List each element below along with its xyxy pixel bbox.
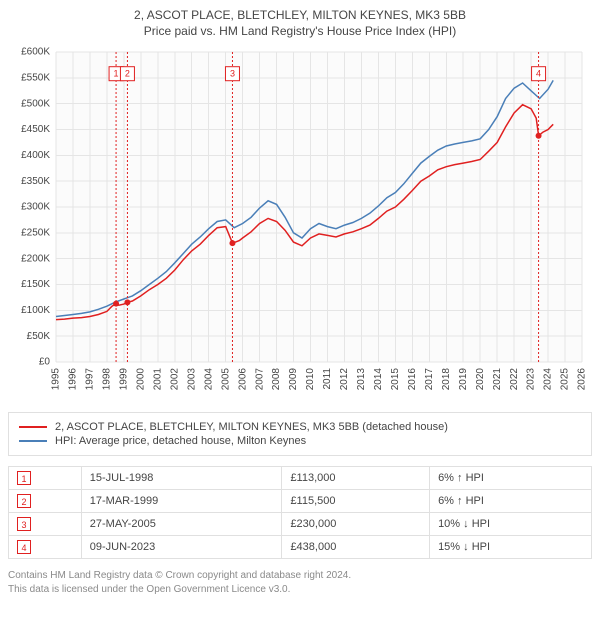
table-row: 3 27-MAY-2005£230,00010% ↓ HPI bbox=[9, 513, 592, 536]
txn-badge: 3 bbox=[17, 517, 31, 531]
y-tick-label: £300K bbox=[21, 202, 50, 213]
attribution-footer: Contains HM Land Registry data © Crown c… bbox=[8, 569, 592, 597]
legend-label: 2, ASCOT PLACE, BLETCHLEY, MILTON KEYNES… bbox=[55, 421, 448, 433]
x-tick-label: 2016 bbox=[407, 368, 418, 391]
x-tick-label: 2002 bbox=[169, 368, 180, 391]
sale-marker-dot bbox=[229, 240, 235, 246]
txn-date-cell: 27-MAY-2005 bbox=[81, 513, 282, 536]
x-tick-label: 2000 bbox=[135, 368, 146, 391]
x-tick-label: 1997 bbox=[85, 368, 96, 391]
footer-line-2: This data is licensed under the Open Gov… bbox=[8, 583, 592, 597]
y-tick-label: £450K bbox=[21, 124, 50, 135]
txn-date-cell: 15-JUL-1998 bbox=[81, 467, 282, 490]
sale-marker-number: 4 bbox=[536, 69, 541, 79]
x-tick-label: 1996 bbox=[68, 368, 79, 391]
txn-date-cell: 17-MAR-1999 bbox=[81, 490, 282, 513]
txn-date-cell: 09-JUN-2023 bbox=[81, 536, 282, 559]
sale-marker-dot bbox=[536, 133, 542, 139]
x-tick-label: 2018 bbox=[441, 368, 452, 391]
x-tick-label: 2009 bbox=[288, 368, 299, 391]
txn-index-cell: 3 bbox=[9, 513, 82, 536]
table-row: 1 15-JUL-1998£113,0006% ↑ HPI bbox=[9, 467, 592, 490]
x-tick-label: 1998 bbox=[102, 368, 113, 391]
txn-badge: 2 bbox=[17, 494, 31, 508]
x-tick-label: 1999 bbox=[119, 368, 130, 391]
sale-marker-number: 2 bbox=[125, 69, 130, 79]
sale-marker-number: 1 bbox=[114, 69, 119, 79]
x-tick-label: 2015 bbox=[390, 368, 401, 391]
x-tick-label: 2010 bbox=[305, 368, 316, 391]
y-tick-label: £100K bbox=[21, 305, 50, 316]
txn-delta-cell: 6% ↑ HPI bbox=[430, 467, 592, 490]
legend-label: HPI: Average price, detached house, Milt… bbox=[55, 435, 306, 447]
chart-svg: £0 £50K £100K £150K £200K £250K £300K £350K £400… bbox=[8, 44, 592, 404]
legend-swatch bbox=[19, 440, 47, 442]
x-tick-label: 2001 bbox=[152, 368, 163, 391]
x-tick-label: 2021 bbox=[492, 368, 503, 391]
x-tick-label: 1995 bbox=[51, 368, 62, 391]
x-tick-label: 2020 bbox=[475, 368, 486, 391]
x-tick-label: 2012 bbox=[339, 368, 350, 391]
x-tick-label: 2019 bbox=[458, 368, 469, 391]
legend-row: 2, ASCOT PLACE, BLETCHLEY, MILTON KEYNES… bbox=[19, 421, 581, 433]
sale-marker-dot bbox=[124, 299, 130, 305]
txn-price-cell: £230,000 bbox=[282, 513, 430, 536]
txn-price-cell: £115,500 bbox=[282, 490, 430, 513]
chart-header: 2, ASCOT PLACE, BLETCHLEY, MILTON KEYNES… bbox=[8, 8, 592, 38]
x-tick-label: 2003 bbox=[186, 368, 197, 391]
x-tick-label: 2005 bbox=[220, 368, 231, 391]
x-tick-label: 2011 bbox=[322, 368, 333, 390]
address-title: 2, ASCOT PLACE, BLETCHLEY, MILTON KEYNES… bbox=[8, 8, 592, 22]
txn-price-cell: £113,000 bbox=[282, 467, 430, 490]
sale-marker-dot bbox=[113, 301, 119, 307]
x-tick-label: 2025 bbox=[560, 368, 571, 391]
chart-subtitle: Price paid vs. HM Land Registry's House … bbox=[8, 24, 592, 38]
txn-delta-cell: 15% ↓ HPI bbox=[430, 536, 592, 559]
y-tick-label: £400K bbox=[21, 150, 50, 161]
txn-delta-cell: 6% ↑ HPI bbox=[430, 490, 592, 513]
y-tick-label: £550K bbox=[21, 72, 50, 83]
x-tick-label: 2008 bbox=[271, 368, 282, 391]
x-tick-label: 2004 bbox=[203, 368, 214, 391]
x-tick-label: 2023 bbox=[526, 368, 537, 391]
y-tick-label: £250K bbox=[21, 227, 50, 238]
x-tick-label: 2006 bbox=[237, 368, 248, 391]
txn-delta-cell: 10% ↓ HPI bbox=[430, 513, 592, 536]
legend-swatch bbox=[19, 426, 47, 428]
transactions-table: 1 15-JUL-1998£113,0006% ↑ HPI 2 17-MAR-1999… bbox=[8, 466, 592, 559]
sale-marker-number: 3 bbox=[230, 69, 235, 79]
x-tick-label: 2017 bbox=[424, 368, 435, 391]
x-tick-label: 2026 bbox=[577, 368, 588, 391]
y-tick-label: £150K bbox=[21, 279, 50, 290]
y-tick-label: £500K bbox=[21, 98, 50, 109]
legend: 2, ASCOT PLACE, BLETCHLEY, MILTON KEYNES… bbox=[8, 412, 592, 456]
table-row: 2 17-MAR-1999£115,5006% ↑ HPI bbox=[9, 490, 592, 513]
txn-index-cell: 4 bbox=[9, 536, 82, 559]
y-tick-label: £350K bbox=[21, 176, 50, 187]
x-tick-label: 2007 bbox=[254, 368, 265, 391]
txn-price-cell: £438,000 bbox=[282, 536, 430, 559]
y-tick-label: £200K bbox=[21, 253, 50, 264]
x-tick-label: 2013 bbox=[356, 368, 367, 391]
y-tick-label: £600K bbox=[21, 47, 50, 58]
x-tick-label: 2022 bbox=[509, 368, 520, 391]
footer-line-1: Contains HM Land Registry data © Crown c… bbox=[8, 569, 592, 583]
y-tick-label: £50K bbox=[27, 331, 51, 342]
legend-row: HPI: Average price, detached house, Milt… bbox=[19, 435, 581, 447]
txn-badge: 4 bbox=[17, 540, 31, 554]
price-chart: £0 £50K £100K £150K £200K £250K £300K £350K £400… bbox=[8, 44, 592, 404]
txn-index-cell: 1 bbox=[9, 467, 82, 490]
x-tick-label: 2014 bbox=[373, 368, 384, 391]
table-row: 4 09-JUN-2023£438,00015% ↓ HPI bbox=[9, 536, 592, 559]
txn-index-cell: 2 bbox=[9, 490, 82, 513]
y-tick-label: £0 bbox=[39, 357, 51, 368]
x-tick-label: 2024 bbox=[543, 368, 554, 391]
txn-badge: 1 bbox=[17, 471, 31, 485]
